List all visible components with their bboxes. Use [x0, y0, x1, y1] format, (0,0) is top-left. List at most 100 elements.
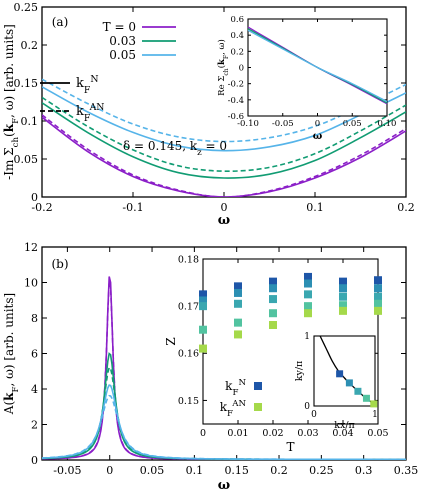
panel-b-inset-point — [374, 284, 382, 293]
panel-a-ytick-label: 0.1 — [21, 115, 39, 128]
panel-b-inset-ytick-label: 0.15 — [178, 396, 199, 407]
panel-a-legend: T = 00.030.05 kFN kFAN — [40, 20, 176, 124]
panel-b-inset-ytick-label: 0.18 — [178, 254, 199, 265]
legend-temp-label: 0.03 — [109, 34, 136, 48]
panel-b-ylabel: A(kF, ω) [arb. units] — [2, 293, 21, 415]
panel-b-inset-point — [339, 292, 347, 301]
panel-b-inset-point — [199, 296, 207, 305]
panel-a-series-line — [42, 102, 406, 179]
panel-a-label: (a) — [52, 15, 69, 29]
panel-b-inset-point — [304, 309, 312, 318]
panel-b-inset-ylabel: Z — [164, 337, 178, 345]
fermi-inset-point — [370, 400, 378, 408]
panel-a-inset-series-line — [247, 29, 388, 103]
panel-a: -0.2 -0.1 0 0.1 0.2 0 0.05 0.1 0.15 0.2 0.25 (a) ω -I… — [2, 1, 415, 228]
panel-b-xtick-label: 0.05 — [140, 464, 165, 477]
panel-a-ylabel: -Im Σch(kF, ω) [arb. units] — [2, 24, 21, 180]
panel-b-inset-xtick-label: 0 — [200, 428, 206, 439]
fermi-inset-point — [362, 394, 370, 402]
panel-a-inset-ytick-label: 0.2 — [230, 47, 244, 57]
fermi-inset-xtick-label: 0 — [311, 410, 317, 420]
legend-linestyle-label: kFN — [76, 74, 99, 96]
panel-b-xtick-label: 0.25 — [309, 464, 334, 477]
panel-b-ytick-label: 4 — [31, 383, 38, 396]
panel-a-inset-ytick-label: 0 — [239, 63, 244, 73]
panel-a-inset-xtick-label: 0.05 — [343, 119, 362, 129]
panel-b-inset-legend-marker — [254, 403, 262, 411]
panel-b-xtick-label: 0.15 — [224, 464, 249, 477]
panel-a-inset-ytick-label: -0.6 — [228, 112, 244, 122]
panel-b-xtick-label: 0.1 — [186, 464, 204, 477]
panel-b-xtick-label: 0.35 — [394, 464, 419, 477]
panel-a-xtick-label: 0 — [221, 201, 228, 214]
panel-b-inset-point — [339, 284, 347, 293]
panel-b-ytick-label: 6 — [31, 347, 38, 360]
panel-b-inset-point — [339, 306, 347, 315]
panel-a-inset-xtick-label: -0.05 — [272, 119, 294, 129]
panel-b-inset-point — [234, 288, 242, 297]
panel-a-inset-ytick-label: -0.4 — [228, 96, 244, 106]
panel-b-inset-ytick-label: 0.16 — [178, 349, 199, 360]
fermi-inset-frame — [313, 335, 376, 407]
fermi-inset-bg — [314, 336, 375, 406]
panel-b: -0.05 0 0.05 0.1 0.15 0.2 0.25 0.3 0.35024681012… — [2, 241, 418, 493]
panel-b-inset-point — [199, 302, 207, 311]
panel-b-xtick-label: 0 — [106, 464, 113, 477]
panel-b-ytick-label: 0 — [31, 454, 38, 467]
panel-a-xtick-label: -0.2 — [31, 201, 52, 214]
panel-a-inset: -0.10 -0.05 0 0.05 0.10 -0.6 -0.4 -0.2 0 0.2 0.4 0.… — [216, 15, 396, 142]
panel-b-ytick-label: 12 — [24, 241, 38, 254]
fermi-inset-ylabel: ky/π — [294, 361, 305, 382]
panel-a-series-line — [42, 96, 406, 172]
panel-b-xtick-label: 0.3 — [355, 464, 373, 477]
panel-b-inset-point — [199, 290, 207, 299]
panel-a-xtick-label: -0.1 — [122, 201, 143, 214]
fermi-inset-point — [336, 370, 344, 378]
panel-b-xtick-label: 0.2 — [270, 464, 288, 477]
panel-b-inset-xlabel: T — [286, 440, 294, 454]
panel-b-ytick-label: 8 — [31, 312, 38, 325]
panel-b-inset-frame — [202, 258, 379, 425]
legend-temp-label: 0.05 — [109, 48, 136, 62]
panel-b-inset-point — [269, 321, 277, 329]
panel-a-series-line — [42, 114, 406, 197]
fermi-inset-ytick-label: 0 — [304, 402, 310, 412]
panel-a-inset-ylabel: Re Σch(kF, ω) — [216, 39, 230, 96]
panel-b-inset-point — [304, 302, 312, 311]
panel-a-ytick-label: 0.25 — [14, 1, 39, 14]
panel-b-ytick-label: 10 — [24, 276, 38, 289]
fermi-inset-ytick-label: 1 — [304, 332, 310, 342]
panel-b-inset-point — [374, 276, 382, 285]
panel-b-inset-point — [374, 306, 382, 315]
fermi-inset-xlabel: kx/π — [334, 420, 355, 431]
panel-b-inset-xtick-label: 0.02 — [262, 428, 283, 439]
panel-b-inset-point — [234, 299, 242, 308]
panel-a-ytick-label: 0.05 — [14, 153, 39, 166]
panel-b-inset-point — [234, 330, 242, 339]
panel-b-inset-xtick-label: 0.01 — [227, 428, 248, 439]
panel-a-ytick-label: 0.2 — [21, 39, 39, 52]
panel-b-inset-point — [199, 344, 207, 353]
panel-b-inset-point — [339, 301, 347, 310]
panel-b-inset-point — [199, 325, 207, 334]
fermi-inset: 0 1 0 1 kx/π ky/π — [294, 332, 378, 431]
panel-b-inset-legend-label: kFAN — [220, 399, 247, 419]
panel-a-series-line — [42, 116, 406, 197]
panel-a-xtick-label: 0.1 — [306, 201, 324, 214]
panel-a-ytick-label: 0.15 — [14, 77, 39, 90]
panel-b-inset-point — [304, 290, 312, 299]
legend-linestyle-label: kFAN — [76, 102, 105, 124]
panel-b-ytick-label: 2 — [31, 418, 38, 431]
fermi-inset-xtick-label: 1 — [372, 410, 378, 420]
panel-b-label: (b) — [51, 257, 68, 271]
panel-b-inset-point — [339, 277, 347, 286]
panel-b-inset-point — [374, 299, 382, 308]
panel-b-inset-point — [304, 272, 312, 281]
panel-b-inset-point — [374, 292, 382, 301]
legend-temp-label: T = 0 — [103, 20, 136, 34]
fermi-inset-point — [354, 387, 362, 395]
panel-a-annotation: δ = 0.145, kz = 0 — [123, 139, 227, 158]
panel-b-inset-point — [269, 284, 277, 293]
panel-a-inset-xlabel: ω — [313, 131, 323, 142]
